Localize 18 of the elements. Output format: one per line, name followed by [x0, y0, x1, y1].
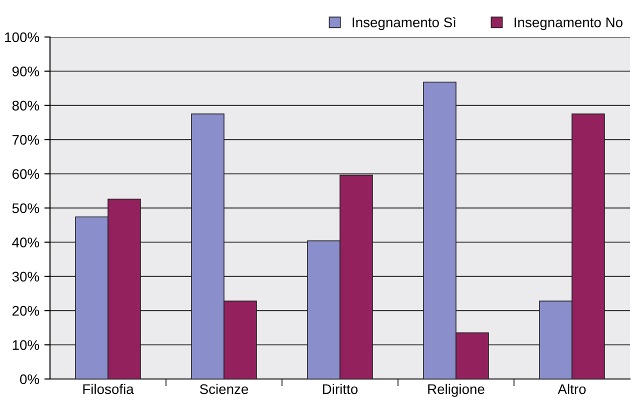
y-tick-label: 100% — [5, 32, 40, 42]
x-tick-label: Diritto — [323, 384, 358, 394]
x-tick-label: Scienze — [200, 384, 248, 394]
y-tick-label: 50% — [12, 203, 40, 214]
y-tick-label: 40% — [12, 238, 40, 248]
y-tick-label: 30% — [12, 272, 40, 282]
y-tick-label: 80% — [12, 100, 40, 111]
legend-label: Insegnamento Sì — [352, 16, 456, 30]
y-tick-label: 70% — [12, 134, 40, 145]
x-tick-label: Filosofia — [83, 384, 134, 394]
y-tick-label: 20% — [12, 306, 40, 316]
x-tick-label: Altro — [558, 384, 586, 394]
legend-label: Insegnamento No — [514, 18, 622, 30]
y-tick-label: 90% — [12, 66, 40, 76]
y-tick-label: 0% — [20, 374, 40, 384]
y-tick-label: 10% — [12, 340, 40, 350]
x-tick-label: Religione — [428, 384, 484, 397]
y-tick-label: 60% — [12, 169, 40, 179]
